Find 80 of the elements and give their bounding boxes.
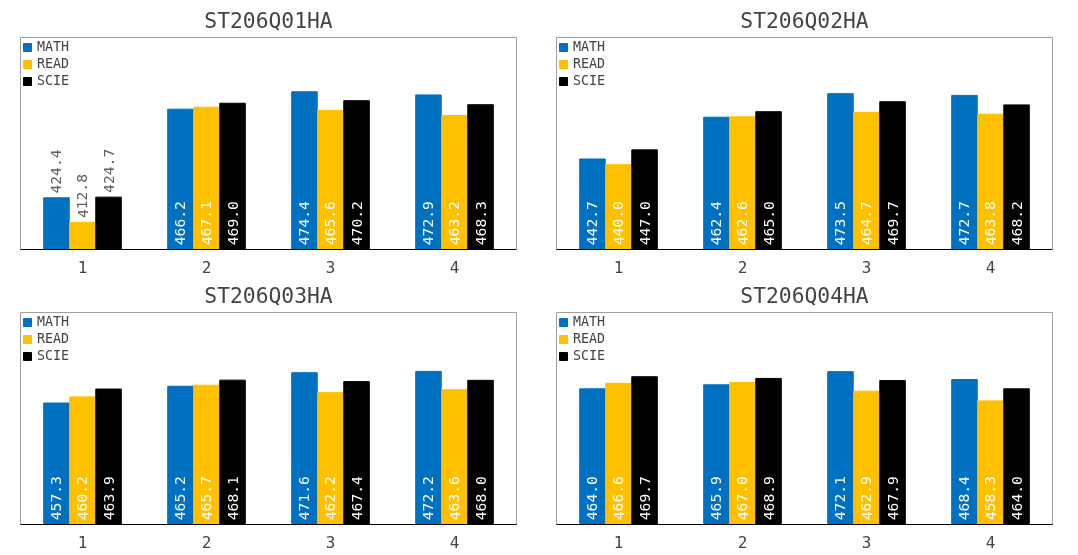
- data-label: 442.7: [583, 201, 601, 246]
- data-label: 469.0: [223, 201, 241, 246]
- data-label: 457.3: [47, 476, 65, 521]
- data-label: 458.3: [981, 476, 999, 521]
- data-label: 465.7: [197, 476, 215, 521]
- data-label: 447.0: [635, 201, 653, 246]
- x-tick-label: 2: [737, 532, 748, 552]
- data-label: 424.4: [47, 149, 65, 194]
- x-tick-label: 3: [861, 257, 872, 277]
- data-label: 468.1: [223, 476, 241, 521]
- data-label: 470.2: [347, 201, 365, 246]
- data-label: 467.0: [733, 476, 751, 521]
- x-tick-label: 2: [201, 532, 212, 552]
- chart-title: ST206Q04HA: [740, 282, 869, 308]
- data-label: 472.9: [419, 201, 437, 246]
- legend-label: MATH: [573, 314, 606, 329]
- x-tick-label: 4: [985, 257, 996, 277]
- data-label: 463.6: [445, 476, 463, 521]
- data-label: 462.9: [857, 476, 875, 521]
- legend-label: READ: [37, 331, 70, 346]
- data-label: 465.2: [171, 476, 189, 521]
- x-tick-label: 3: [325, 257, 336, 277]
- data-label: 469.7: [635, 476, 653, 521]
- legend-label: READ: [573, 331, 606, 346]
- x-tick-label: 1: [613, 257, 624, 277]
- data-label: 462.6: [733, 201, 751, 246]
- data-label: 468.9: [759, 476, 777, 521]
- chart-title: ST206Q02HA: [740, 7, 869, 33]
- legend-label: READ: [37, 56, 70, 71]
- data-label: 466.6: [609, 476, 627, 521]
- data-label: 474.4: [295, 200, 313, 246]
- data-label: 464.0: [1007, 476, 1025, 521]
- legend-label: SCIE: [37, 73, 70, 88]
- x-tick-label: 4: [449, 257, 460, 277]
- x-tick-label: 2: [201, 257, 212, 277]
- x-tick-label: 2: [737, 257, 748, 277]
- data-label: 463.8: [981, 201, 999, 246]
- x-tick-label: 3: [325, 532, 336, 552]
- data-label: 462.2: [321, 476, 339, 521]
- data-label: 465.9: [707, 476, 725, 521]
- data-label: 472.7: [955, 201, 973, 246]
- legend-label: MATH: [37, 39, 70, 54]
- x-tick-label: 3: [861, 532, 872, 552]
- legend-label: MATH: [37, 314, 70, 329]
- data-label: 467.4: [347, 475, 365, 521]
- x-tick-label: 4: [985, 532, 996, 552]
- legend-label: MATH: [573, 39, 606, 54]
- data-label: 424.7: [99, 148, 117, 193]
- data-label: 468.4: [955, 475, 973, 521]
- x-tick-label: 1: [77, 257, 88, 277]
- legend-label: READ: [573, 56, 606, 71]
- data-label: 471.6: [295, 476, 313, 521]
- data-label: 462.4: [707, 200, 725, 246]
- data-label: 467.9: [883, 476, 901, 521]
- x-tick-label: 4: [449, 532, 460, 552]
- chart-title: ST206Q03HA: [204, 282, 333, 308]
- data-label: 412.8: [73, 174, 91, 219]
- data-label: 463.9: [99, 476, 117, 521]
- data-label: 469.7: [883, 201, 901, 246]
- data-label: 472.2: [419, 476, 437, 521]
- data-label: 464.7: [857, 201, 875, 246]
- data-label: 468.3: [471, 201, 489, 246]
- data-label: 473.5: [831, 201, 849, 246]
- legend-label: SCIE: [573, 348, 606, 363]
- data-label: 467.1: [197, 201, 215, 246]
- chart-title: ST206Q01HA: [204, 7, 333, 33]
- data-label: 466.2: [171, 201, 189, 246]
- data-label: 460.2: [73, 476, 91, 521]
- data-label: 465.0: [759, 201, 777, 246]
- data-label: 468.0: [471, 476, 489, 521]
- data-label: 465.6: [321, 201, 339, 246]
- data-label: 464.0: [583, 476, 601, 521]
- data-label: 440.0: [609, 201, 627, 246]
- data-label: 472.1: [831, 476, 849, 521]
- data-label: 468.2: [1007, 201, 1025, 246]
- x-tick-label: 1: [613, 532, 624, 552]
- data-label: 463.2: [445, 201, 463, 246]
- legend-label: SCIE: [573, 73, 606, 88]
- legend-label: SCIE: [37, 348, 70, 363]
- x-tick-label: 1: [77, 532, 88, 552]
